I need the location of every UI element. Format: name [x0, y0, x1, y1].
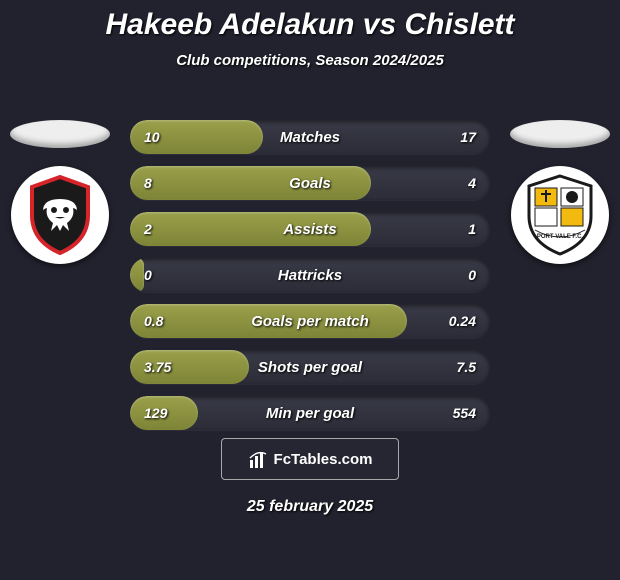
left-player-column [0, 120, 120, 264]
subtitle: Club competitions, Season 2024/2025 [0, 52, 620, 69]
stat-fill [130, 396, 198, 430]
stat-value-right: 4 [468, 166, 476, 200]
stat-bar-shots-per-goal: 3.75 Shots per goal 7.5 [130, 350, 490, 384]
fctables-brand-text: FcTables.com [274, 451, 373, 468]
left-club-badge [11, 166, 109, 264]
fctables-link[interactable]: FcTables.com [221, 438, 399, 480]
stat-label: Hattricks [130, 258, 490, 292]
svg-text:PORT VALE F.C.: PORT VALE F.C. [537, 234, 584, 240]
portvale-shield-icon: PORT VALE F.C. [521, 172, 599, 258]
right-player-column: PORT VALE F.C. [500, 120, 620, 264]
stat-value-right: 1 [468, 212, 476, 246]
stat-bar-assists: 2 Assists 1 [130, 212, 490, 246]
stats-container: 10 Matches 17 8 Goals 4 2 Assists 1 0 Ha… [130, 120, 490, 430]
fctables-chart-icon [248, 448, 270, 470]
stat-bar-goals-per-match: 0.8 Goals per match 0.24 [130, 304, 490, 338]
stat-value-right: 0.24 [449, 304, 476, 338]
stat-value-right: 7.5 [457, 350, 476, 384]
date-text: 25 february 2025 [0, 498, 620, 516]
stat-bar-min-per-goal: 129 Min per goal 554 [130, 396, 490, 430]
stat-fill [130, 166, 371, 200]
stat-fill [130, 258, 144, 292]
right-club-badge: PORT VALE F.C. [511, 166, 609, 264]
stat-value-right: 554 [453, 396, 476, 430]
stat-value-left: 0 [144, 258, 152, 292]
stat-value-right: 17 [460, 120, 476, 154]
stat-bar-hattricks: 0 Hattricks 0 [130, 258, 490, 292]
left-flag-icon [10, 120, 110, 148]
salford-shield-icon [25, 175, 95, 255]
stat-fill [130, 304, 407, 338]
stat-fill [130, 350, 249, 384]
page-title: Hakeeb Adelakun vs Chislett [0, 0, 620, 42]
stat-value-right: 0 [468, 258, 476, 292]
right-flag-icon [510, 120, 610, 148]
stat-bar-matches: 10 Matches 17 [130, 120, 490, 154]
stat-fill [130, 120, 263, 154]
stat-bar-goals: 8 Goals 4 [130, 166, 490, 200]
stat-fill [130, 212, 371, 246]
